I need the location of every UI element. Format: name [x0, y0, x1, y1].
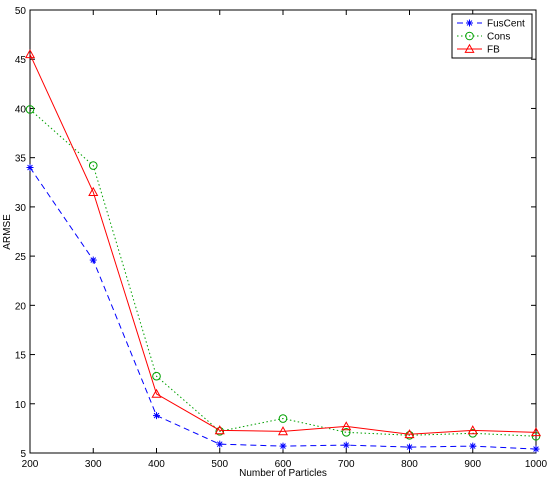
data-point [342, 441, 350, 449]
x-tick-label: 900 [464, 459, 481, 470]
data-point [214, 425, 225, 435]
data-point [341, 421, 352, 431]
legend-marker [465, 31, 474, 41]
data-point [152, 371, 161, 381]
data-point [530, 427, 542, 437]
legend-entry: FB [457, 43, 500, 56]
legend-entry: Cons [457, 32, 510, 43]
data-point [341, 428, 351, 437]
series-line [29, 54, 537, 435]
x-tick-label: 300 [85, 459, 102, 470]
x-tick-label: 500 [211, 459, 228, 470]
plot-area [29, 9, 537, 454]
data-point [153, 412, 160, 420]
data-point [532, 445, 540, 453]
x-tick-label: 400 [148, 459, 165, 470]
data-point [215, 427, 225, 436]
x-tick-label: 1000 [525, 459, 548, 470]
y-tick-label: 15 [15, 351, 27, 362]
data-point [404, 429, 415, 439]
data-point [279, 442, 287, 450]
y-tick-label: 45 [15, 55, 27, 66]
legend-entry: FusCent [457, 19, 525, 30]
data-point [405, 430, 414, 440]
x-tick-label: 700 [338, 459, 355, 470]
data-point [531, 431, 541, 441]
x-tick-label: 800 [401, 459, 418, 470]
data-point [216, 440, 224, 448]
series-layer [24, 49, 542, 453]
y-axis: 5 10 15 20 25 30 35 40 45 50 [15, 6, 536, 460]
legend-marker [466, 19, 473, 27]
data-point [406, 443, 413, 451]
x-tick-label: 200 [22, 459, 39, 470]
y-tick-label: 50 [15, 6, 27, 17]
legend-label: FB [487, 45, 500, 56]
data-point [24, 49, 36, 59]
data-point [277, 426, 289, 436]
x-tick-label: 600 [275, 459, 292, 470]
y-tick-label: 30 [15, 203, 27, 214]
y-axis-label: ARMSE [2, 214, 13, 250]
legend-label: FusCent [487, 19, 525, 30]
x-axis-label: Number of Particles [239, 468, 327, 479]
data-point [88, 161, 98, 170]
data-point [25, 105, 35, 114]
data-point [89, 256, 97, 264]
series-fb [24, 49, 542, 439]
data-point [467, 425, 478, 435]
series-fuscent [26, 164, 540, 453]
y-tick-label: 10 [15, 400, 27, 411]
y-tick-label: 5 [20, 449, 26, 460]
data-point [278, 414, 288, 423]
series-line [29, 109, 537, 437]
y-tick-label: 20 [15, 301, 27, 312]
data-point [88, 186, 99, 196]
legend-label: Cons [487, 32, 510, 43]
legend: FusCent Cons FB [451, 13, 533, 59]
y-tick-label: 25 [15, 252, 27, 263]
legend-marker [464, 43, 475, 53]
data-point [469, 442, 477, 450]
x-axis: 200 300 400 500 600 700 800 900 1000 [22, 10, 548, 470]
y-tick-label: 35 [15, 154, 27, 165]
y-tick-label: 40 [15, 104, 27, 115]
data-point [151, 388, 162, 398]
data-point [26, 164, 34, 172]
